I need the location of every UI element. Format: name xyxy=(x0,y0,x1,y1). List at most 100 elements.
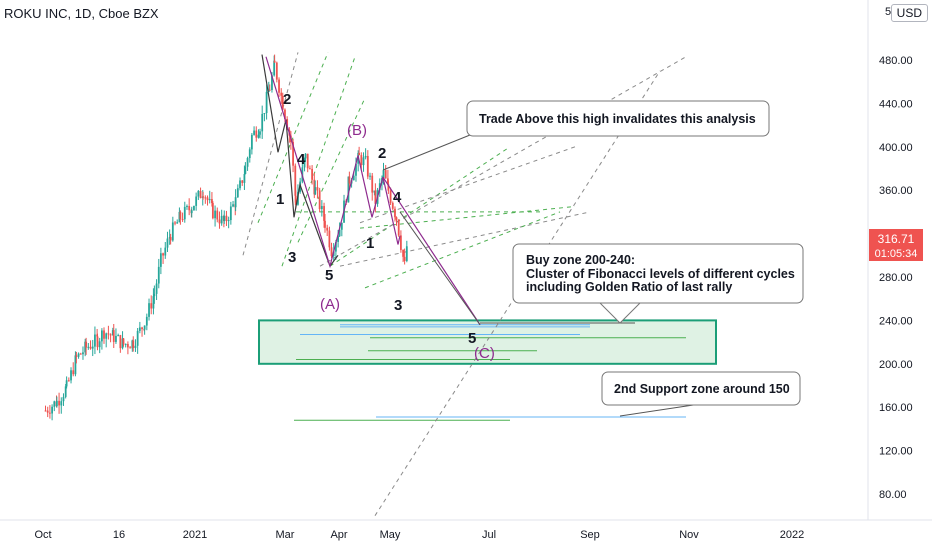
candle-body xyxy=(132,340,135,349)
zones-layer xyxy=(258,319,717,365)
wave-5-projection xyxy=(399,211,481,326)
fan-line xyxy=(242,52,299,256)
candle-body xyxy=(193,205,195,211)
candle-body xyxy=(326,227,329,231)
callout-invalidation-text: Trade Above this high invalidates this a… xyxy=(479,112,756,126)
fan-line xyxy=(319,56,687,267)
candle-body xyxy=(223,215,226,222)
candle-body xyxy=(89,346,92,349)
callout-invalidation[interactable]: Trade Above this high invalidates this a… xyxy=(382,100,770,171)
candle-body xyxy=(352,175,355,181)
wave-label-5-c: 5 xyxy=(468,330,476,347)
candle-body xyxy=(77,353,80,357)
price-axis[interactable]: 80.00120.00160.00200.00240.00280.00320.0… xyxy=(867,0,923,520)
candle-body xyxy=(145,316,148,326)
candle-body xyxy=(364,155,367,158)
candle-body xyxy=(391,202,394,209)
candle-body xyxy=(171,222,174,241)
buy-zone-line-2: Cluster of Fibonacci levels of different… xyxy=(526,267,795,281)
candle-body xyxy=(261,113,264,132)
candle-body xyxy=(150,303,153,309)
candle-body xyxy=(320,206,323,210)
callout-buy-zone[interactable]: Buy zone 200-240: Cluster of Fibonacci l… xyxy=(480,243,804,324)
candle-body xyxy=(138,327,141,331)
candle-body xyxy=(313,179,316,195)
candle-body xyxy=(65,380,68,387)
candle-body xyxy=(337,236,339,242)
candle-body xyxy=(378,183,381,190)
candle-body xyxy=(304,153,307,159)
candle-body xyxy=(129,347,131,349)
abc-wave-line xyxy=(265,56,401,269)
candle-body xyxy=(188,206,191,211)
candle-body xyxy=(227,220,230,222)
candle-body xyxy=(204,197,207,199)
candle-body xyxy=(67,380,70,382)
candle-body xyxy=(369,175,371,177)
candle-body xyxy=(294,165,297,196)
fan-line xyxy=(329,146,511,267)
candle-body xyxy=(250,134,253,150)
callout-support[interactable]: 2nd Support zone around 150 xyxy=(601,371,801,417)
candle-body xyxy=(195,196,198,206)
candle-body xyxy=(373,190,376,193)
candle-body xyxy=(397,219,400,236)
candle-body xyxy=(263,113,266,115)
wave-label-2-top: 2 xyxy=(283,91,291,108)
candle-body xyxy=(98,341,101,348)
time-axis[interactable]: Oct 16 2021 Mar Apr May Jul Sep Nov 2022 xyxy=(0,519,932,541)
y-tick-label: 400.00 xyxy=(879,142,913,154)
candle-body xyxy=(103,330,105,339)
candle-body xyxy=(74,355,77,375)
candle-body xyxy=(366,155,369,177)
candle-body xyxy=(159,253,162,267)
candle-body xyxy=(70,370,72,381)
candles-layer xyxy=(44,54,408,421)
candle-body xyxy=(402,249,404,257)
candle-body xyxy=(109,334,112,336)
candle-body xyxy=(178,211,181,223)
wave-label-5: 5 xyxy=(325,267,333,284)
candle-body xyxy=(316,187,319,191)
candle-body xyxy=(121,338,124,349)
x-tick-label: May xyxy=(380,529,401,541)
candle-body xyxy=(202,196,205,198)
candle-body xyxy=(197,190,200,197)
candle-body xyxy=(134,345,137,349)
candle-body xyxy=(91,346,94,349)
buy-zone-line-3: including Golden Ratio of last rally xyxy=(526,280,732,294)
y-tick-label: 280.00 xyxy=(879,272,913,284)
candle-body xyxy=(157,266,160,284)
candle-body xyxy=(257,134,260,138)
candle-body xyxy=(265,91,268,114)
candle-body xyxy=(44,410,47,412)
candle-body xyxy=(273,60,276,76)
candle-body xyxy=(101,330,103,342)
candle-body xyxy=(253,130,255,135)
candle-body xyxy=(382,170,385,179)
candle-body xyxy=(141,327,143,330)
wave-c-projection xyxy=(382,176,481,326)
currency-button[interactable]: USD xyxy=(890,4,928,22)
candle-body xyxy=(259,131,261,135)
candle-body xyxy=(335,241,337,252)
x-tick-label: Mar xyxy=(276,529,295,541)
wave-label-A: (A) xyxy=(320,296,340,313)
wave-label-B: (B) xyxy=(347,122,367,139)
x-tick-label: Apr xyxy=(330,529,347,541)
candle-body xyxy=(127,343,129,348)
candle-body xyxy=(94,334,96,347)
candle-body xyxy=(244,166,247,174)
candle-body xyxy=(218,219,221,224)
candle-body xyxy=(281,95,284,110)
candle-body xyxy=(55,400,58,407)
wave-label-3: 3 xyxy=(288,249,296,266)
x-tick-label: Oct xyxy=(34,529,51,541)
candle-body xyxy=(96,336,99,348)
candle-body xyxy=(60,401,63,406)
candle-body xyxy=(148,303,150,317)
candle-body xyxy=(136,330,139,346)
candle-body xyxy=(241,180,244,183)
candle-body xyxy=(328,230,331,248)
